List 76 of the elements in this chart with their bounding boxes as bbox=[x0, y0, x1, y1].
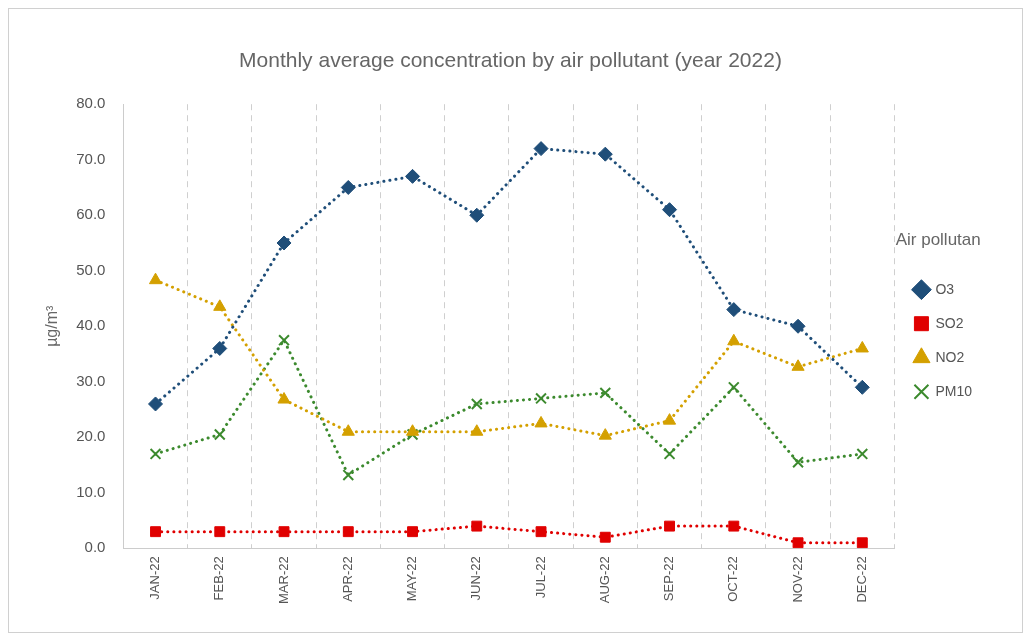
point bbox=[598, 428, 612, 440]
y-tick-label: 20.0 bbox=[76, 427, 106, 445]
point bbox=[276, 235, 292, 251]
point bbox=[470, 398, 483, 410]
x-tick-label: APR-22 bbox=[339, 556, 355, 602]
point bbox=[405, 168, 421, 184]
point bbox=[533, 141, 549, 157]
point bbox=[469, 207, 485, 223]
point bbox=[278, 334, 290, 347]
point bbox=[791, 359, 805, 371]
y-tick-label: 60.0 bbox=[76, 205, 106, 223]
point bbox=[792, 537, 804, 549]
x-tick-label: JUL-22 bbox=[532, 556, 548, 599]
point bbox=[855, 340, 869, 353]
point bbox=[790, 318, 806, 334]
point bbox=[664, 520, 675, 532]
point bbox=[535, 392, 547, 405]
x-tick-label: NOV-22 bbox=[789, 556, 805, 603]
point bbox=[727, 381, 740, 394]
x-tick-label: SEP-22 bbox=[661, 556, 677, 602]
x-tick-label: AUG-22 bbox=[596, 556, 612, 604]
point bbox=[792, 456, 804, 469]
point bbox=[535, 526, 547, 538]
legend-label: PM10 bbox=[935, 382, 973, 399]
point bbox=[278, 526, 290, 538]
x-tick-label: OCT-22 bbox=[725, 556, 741, 602]
x-tick-label: MAY-22 bbox=[404, 556, 420, 602]
point bbox=[342, 469, 355, 481]
point bbox=[277, 392, 291, 404]
point bbox=[662, 202, 678, 218]
legend-label: O3 bbox=[935, 280, 955, 297]
x-tick-label: FEB-22 bbox=[211, 556, 227, 601]
point bbox=[213, 299, 227, 311]
point bbox=[854, 379, 870, 395]
legend-label: SO2 bbox=[935, 314, 964, 331]
point bbox=[856, 537, 868, 549]
point bbox=[342, 526, 354, 538]
y-tick-label: 30.0 bbox=[76, 371, 106, 389]
y-tick-label: 50.0 bbox=[76, 260, 106, 278]
point bbox=[149, 448, 162, 460]
point bbox=[597, 146, 613, 162]
point bbox=[727, 333, 741, 346]
y-tick-label: 40.0 bbox=[76, 316, 106, 334]
point bbox=[148, 272, 163, 285]
point bbox=[663, 448, 676, 460]
point bbox=[407, 526, 418, 538]
x-tick-label: JUN-22 bbox=[468, 556, 484, 601]
point bbox=[341, 424, 355, 436]
point bbox=[726, 302, 742, 318]
x-tick-label: MAR-22 bbox=[275, 556, 291, 605]
point bbox=[599, 531, 611, 543]
point bbox=[471, 520, 483, 532]
point bbox=[148, 396, 164, 412]
chart-title: Monthly average concentration by air pollutant (year 2022) bbox=[239, 48, 782, 72]
y-tick-label: 80.0 bbox=[76, 94, 106, 112]
point bbox=[534, 415, 548, 428]
x-tick-label: JAN-22 bbox=[147, 556, 163, 600]
point bbox=[150, 526, 161, 538]
point bbox=[599, 386, 612, 399]
point bbox=[340, 179, 356, 195]
point bbox=[214, 526, 226, 538]
y-tick-label: 10.0 bbox=[76, 482, 106, 500]
point bbox=[406, 428, 419, 441]
y-tick-label: 70.0 bbox=[76, 149, 106, 167]
legend-title: Air pollutan bbox=[895, 230, 981, 250]
point bbox=[662, 413, 677, 425]
legend-label: NO2 bbox=[935, 348, 965, 365]
point bbox=[405, 424, 420, 436]
point bbox=[728, 520, 740, 532]
point bbox=[212, 340, 228, 356]
y-tick-label: 0.0 bbox=[84, 538, 106, 556]
point bbox=[213, 428, 226, 441]
point bbox=[856, 448, 869, 460]
point bbox=[470, 424, 484, 436]
y-axis-title: µg/m³ bbox=[43, 304, 61, 347]
x-tick-label: DEC-22 bbox=[853, 556, 869, 603]
